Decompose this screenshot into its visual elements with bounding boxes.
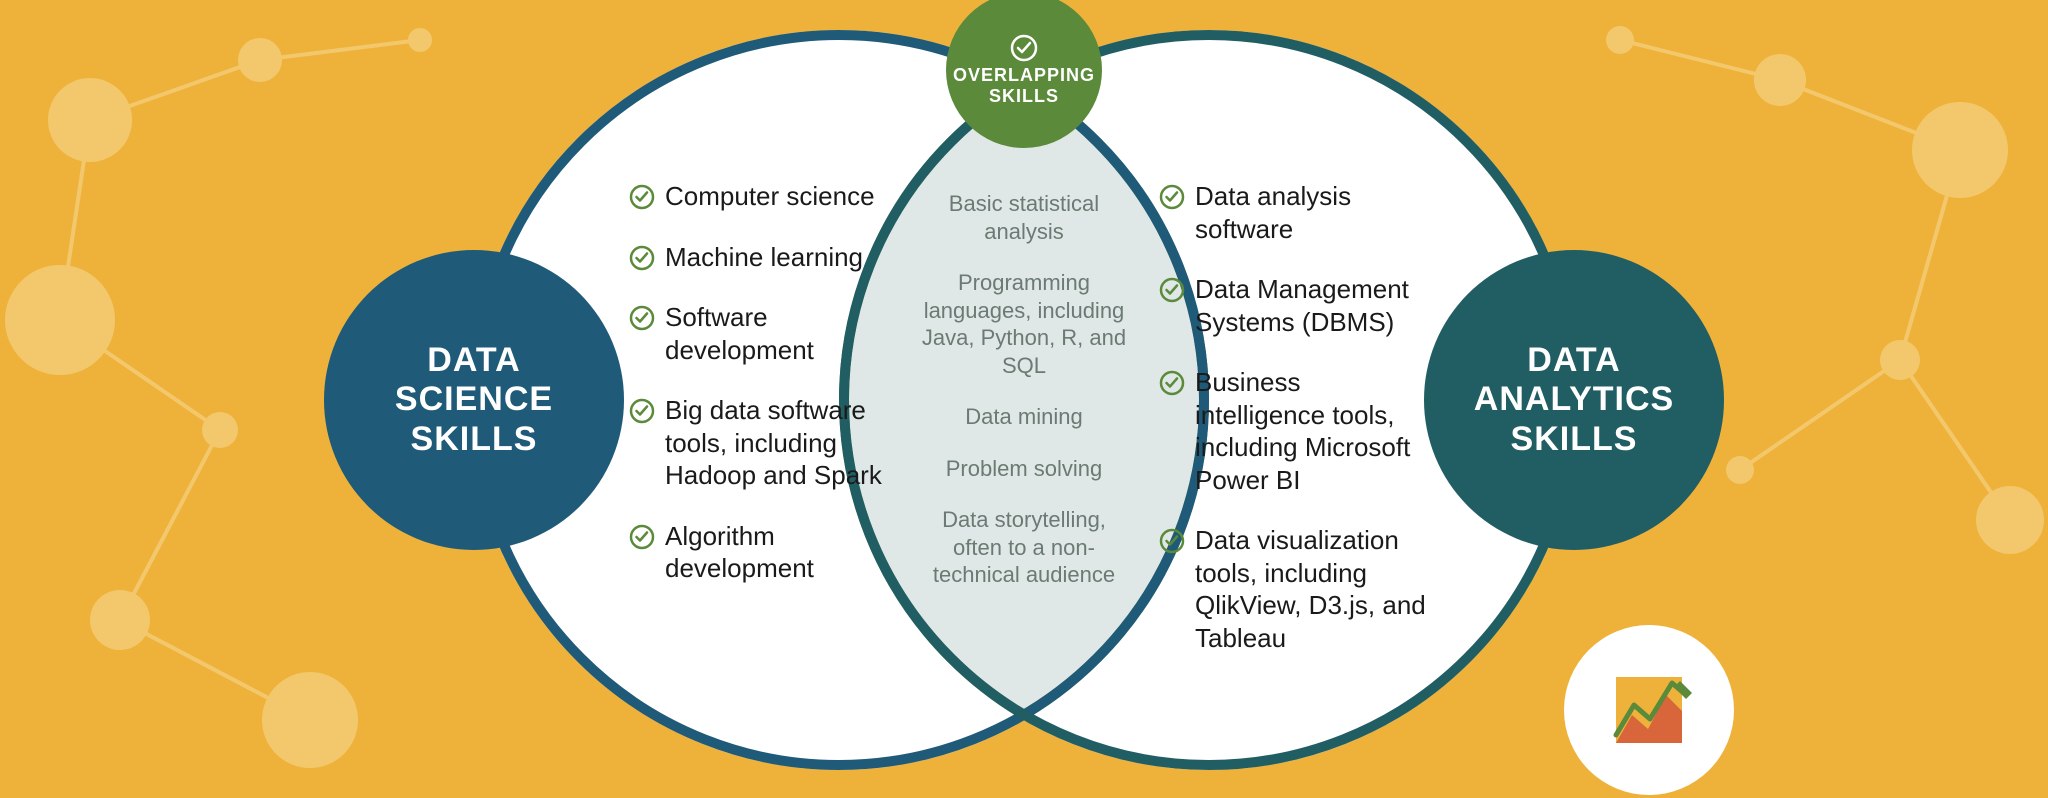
- right-skill-item: Business intelligence tools, including M…: [1159, 366, 1429, 496]
- left-skill-item: Software development: [629, 301, 889, 366]
- left-skill-text: Algorithm development: [665, 520, 889, 585]
- overlap-skill-item: Programming languages, including Java, P…: [919, 269, 1129, 379]
- left-title-line3: SKILLS: [395, 420, 553, 459]
- left-skill-text: Computer science: [665, 180, 875, 213]
- check-circle-icon: [1159, 528, 1185, 554]
- right-skill-text: Business intelligence tools, including M…: [1195, 366, 1429, 496]
- infographic-stage: DATA SCIENCE SKILLS DATA ANALYTICS SKILL…: [0, 0, 2048, 798]
- chart-growth-icon: [1564, 625, 1734, 795]
- left-skill-text: Software development: [665, 301, 889, 366]
- overlap-badge-line2: SKILLS: [953, 86, 1095, 107]
- left-skill-text: Big data software tools, including Hadoo…: [665, 394, 889, 492]
- check-circle-icon: [1159, 184, 1185, 210]
- left-skill-item: Big data software tools, including Hadoo…: [629, 394, 889, 492]
- check-circle-icon: [629, 305, 655, 331]
- check-circle-icon: [629, 398, 655, 424]
- right-title-line1: DATA: [1474, 341, 1674, 380]
- overlapping-skills-list: Basic statistical analysis Programming la…: [919, 190, 1129, 589]
- overlap-skill-item: Problem solving: [919, 455, 1129, 483]
- check-circle-icon: [629, 184, 655, 210]
- right-title-line2: ANALYTICS: [1474, 380, 1674, 419]
- left-title-line2: SCIENCE: [395, 380, 553, 419]
- overlap-skill-item: Basic statistical analysis: [919, 190, 1129, 245]
- data-science-skills-list: Computer science Machine learning Software…: [629, 180, 889, 585]
- check-circle-icon: [629, 524, 655, 550]
- data-analytics-skills-list: Data analysis software Data Management Sy…: [1159, 180, 1429, 654]
- overlap-skill-item: Data mining: [919, 403, 1129, 431]
- left-skill-item: Algorithm development: [629, 520, 889, 585]
- right-skill-text: Data analysis software: [1195, 180, 1429, 245]
- right-skill-text: Data visualization tools, including Qlik…: [1195, 524, 1429, 654]
- left-skill-text: Machine learning: [665, 241, 863, 274]
- left-skill-item: Machine learning: [629, 241, 889, 274]
- right-title-line3: SKILLS: [1474, 420, 1674, 459]
- right-skill-item: Data Management Systems (DBMS): [1159, 273, 1429, 338]
- right-skill-item: Data visualization tools, including Qlik…: [1159, 524, 1429, 654]
- overlap-skill-item: Data storytelling, often to a non-techni…: [919, 506, 1129, 589]
- overlap-badge-line1: OVERLAPPING: [953, 65, 1095, 86]
- check-circle-icon: [629, 245, 655, 271]
- data-analytics-label-circle: DATA ANALYTICS SKILLS: [1424, 250, 1724, 550]
- data-science-label-circle: DATA SCIENCE SKILLS: [324, 250, 624, 550]
- left-title-line1: DATA: [395, 341, 553, 380]
- right-skill-item: Data analysis software: [1159, 180, 1429, 245]
- check-circle-icon: [1159, 277, 1185, 303]
- left-skill-item: Computer science: [629, 180, 889, 213]
- check-circle-icon: [1159, 370, 1185, 396]
- right-skill-text: Data Management Systems (DBMS): [1195, 273, 1429, 338]
- check-circle-icon: [1009, 33, 1039, 63]
